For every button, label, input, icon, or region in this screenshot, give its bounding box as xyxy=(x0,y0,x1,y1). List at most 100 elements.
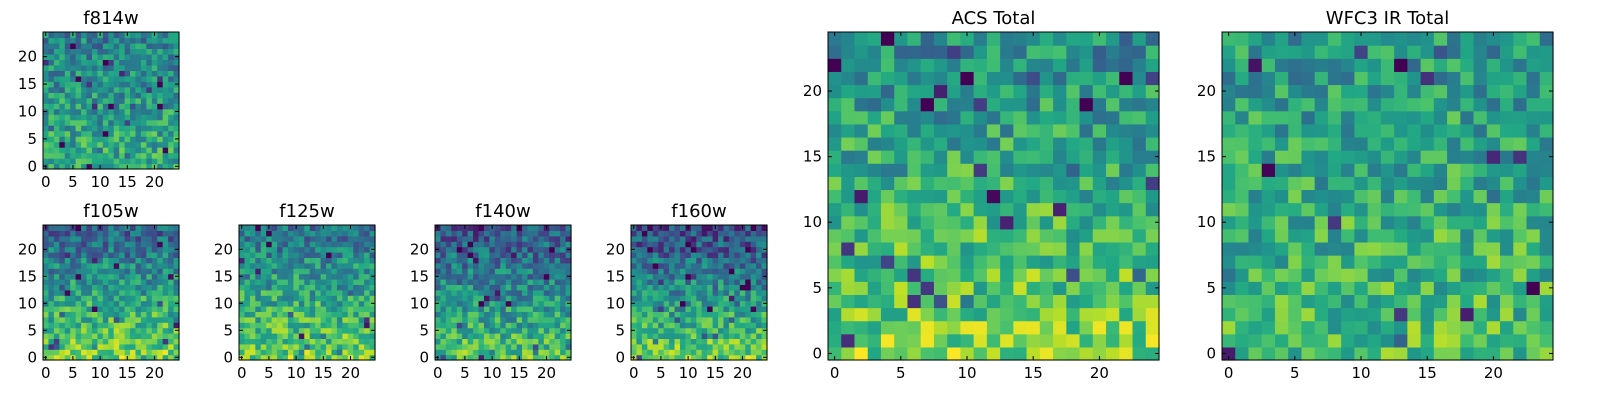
heatmap-cell xyxy=(690,338,697,345)
heatmap-cell xyxy=(478,322,485,329)
heatmap-cell xyxy=(309,327,316,334)
heatmap-cell xyxy=(631,262,638,269)
heatmap-cell xyxy=(663,343,670,350)
heatmap-cell xyxy=(271,316,278,323)
heatmap-cell xyxy=(1314,268,1329,282)
heatmap-cell xyxy=(483,349,490,356)
heatmap-cell xyxy=(369,306,376,312)
heatmap-cell xyxy=(1132,255,1147,269)
heatmap-cell xyxy=(81,284,88,291)
heatmap-cell xyxy=(663,311,670,318)
heatmap-cell xyxy=(48,257,55,264)
heatmap-cell xyxy=(1394,71,1408,86)
heatmap-cell xyxy=(244,225,251,231)
heatmap-cell xyxy=(130,349,137,356)
heatmap-cell xyxy=(347,316,354,323)
heatmap-cell xyxy=(1500,45,1514,59)
heatmap-cell xyxy=(712,343,719,350)
heatmap-cell xyxy=(64,125,71,132)
heatmap-cell xyxy=(1145,268,1160,282)
heatmap-cell xyxy=(1394,294,1408,309)
heatmap-cell xyxy=(282,322,289,329)
heatmap-cell xyxy=(86,354,93,361)
heatmap-cell xyxy=(1420,150,1435,164)
heatmap-cell xyxy=(162,295,169,302)
heatmap-cell xyxy=(1327,307,1342,322)
heatmap-cell xyxy=(91,349,98,356)
heatmap-cell xyxy=(304,284,311,291)
heatmap-cell xyxy=(336,354,343,361)
heatmap-cell xyxy=(543,343,550,350)
heatmap-cell xyxy=(712,289,719,296)
heatmap-cell xyxy=(1092,176,1107,191)
heatmap-cell xyxy=(712,300,719,307)
heatmap-cell xyxy=(1460,281,1475,295)
heatmap-cell xyxy=(91,37,98,44)
heatmap-cell xyxy=(102,158,109,165)
heatmap-cell xyxy=(522,235,529,242)
heatmap-cell xyxy=(124,97,131,104)
heatmap-cell xyxy=(1132,189,1147,204)
heatmap-cell xyxy=(140,119,147,126)
heatmap-cell xyxy=(511,246,518,253)
heatmap-cell xyxy=(445,343,452,350)
heatmap-cell xyxy=(652,225,659,231)
heatmap-cell xyxy=(298,268,305,275)
heatmap-cell xyxy=(440,268,447,275)
heatmap-cell xyxy=(894,202,909,217)
heatmap-cell xyxy=(353,289,360,296)
heatmap-cell xyxy=(483,295,490,302)
heatmap-cell xyxy=(266,268,273,275)
heatmap-cell xyxy=(151,284,158,291)
y-tick-label: 15 xyxy=(214,267,233,285)
heatmap-cell xyxy=(140,136,147,143)
heatmap-cell xyxy=(298,225,305,231)
heatmap-cell xyxy=(973,255,988,269)
heatmap-cell xyxy=(745,235,752,242)
heatmap-cell xyxy=(1354,32,1369,46)
heatmap-cell xyxy=(43,241,50,248)
heatmap-cell xyxy=(1079,32,1094,46)
heatmap-cell xyxy=(631,230,638,237)
heatmap-cell xyxy=(320,262,327,269)
heatmap-cell xyxy=(674,252,681,258)
heatmap-cell xyxy=(532,284,539,291)
heatmap-cell xyxy=(81,130,88,137)
y-tick-label: 20 xyxy=(214,240,233,258)
heatmap-cell xyxy=(560,300,567,307)
heatmap-cell xyxy=(1341,228,1355,243)
heatmap-cell xyxy=(511,257,518,264)
heatmap-cell xyxy=(298,284,305,291)
heatmap-cell xyxy=(960,333,975,348)
heatmap-cell xyxy=(841,255,856,269)
heatmap-cell xyxy=(473,246,480,253)
heatmap-cell xyxy=(119,268,126,275)
heatmap-cell xyxy=(1000,268,1014,282)
heatmap-cell xyxy=(718,295,725,302)
heatmap-cell xyxy=(1013,346,1028,361)
heatmap-cell xyxy=(266,311,273,318)
heatmap-cell xyxy=(473,284,480,291)
heatmap-cell xyxy=(685,235,692,242)
heatmap-cell xyxy=(326,284,333,291)
heatmap-cell xyxy=(43,103,50,110)
heatmap-cell xyxy=(1327,228,1342,243)
heatmap-cell xyxy=(473,311,480,318)
heatmap-cell xyxy=(298,230,305,237)
heatmap-cell xyxy=(1407,84,1422,99)
heatmap-cell xyxy=(549,354,556,361)
heatmap-cell xyxy=(130,141,137,148)
heatmap-cell xyxy=(554,262,561,269)
heatmap-cell xyxy=(86,225,93,231)
heatmap-cell xyxy=(505,273,512,280)
heatmap-cell xyxy=(1394,346,1408,361)
heatmap-cell xyxy=(701,273,708,280)
heatmap-cell xyxy=(1420,45,1435,59)
heatmap-cell xyxy=(1039,281,1054,295)
heatmap-cell xyxy=(48,141,55,148)
heatmap-cell xyxy=(86,158,93,165)
heatmap-cell xyxy=(53,42,60,50)
heatmap-cell xyxy=(1341,136,1355,151)
heatmap-cell xyxy=(1394,123,1408,138)
heatmap-cell xyxy=(483,225,490,231)
